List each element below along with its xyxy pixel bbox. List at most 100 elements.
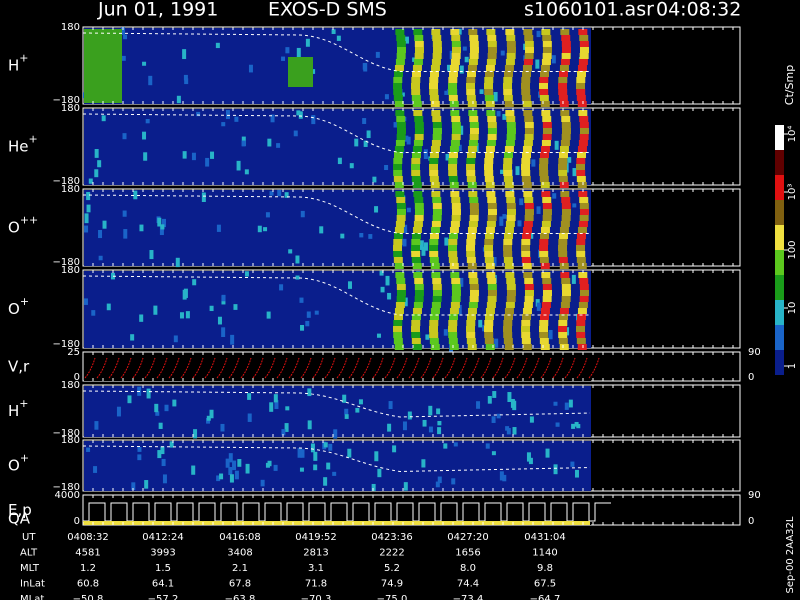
velocity-trace	[492, 357, 504, 379]
cell	[153, 305, 158, 315]
cell	[449, 263, 459, 269]
cell	[209, 305, 214, 312]
cell	[404, 36, 409, 44]
cell	[561, 134, 571, 140]
cell	[311, 115, 316, 125]
file: s1060101.asr	[524, 0, 654, 21]
cell	[466, 251, 476, 257]
cell	[276, 143, 281, 148]
cell	[448, 71, 458, 77]
cell	[469, 122, 479, 128]
cell	[521, 326, 531, 332]
cell	[468, 140, 478, 146]
cell	[567, 157, 572, 163]
cell	[467, 344, 477, 350]
cell	[160, 224, 165, 230]
cell	[93, 466, 98, 473]
cell	[137, 454, 142, 461]
cell	[577, 101, 587, 107]
ion-name: O	[8, 300, 20, 318]
cell	[558, 326, 568, 332]
ion-name: O	[8, 456, 20, 474]
cell	[503, 251, 513, 257]
panel-label: O+	[8, 295, 29, 318]
colorbar-label: 1	[787, 363, 798, 369]
cell	[539, 239, 549, 245]
cell	[307, 388, 312, 397]
velocity-trace	[588, 357, 600, 379]
cell	[506, 128, 516, 134]
cell	[305, 320, 310, 327]
cell	[355, 407, 360, 413]
cell	[388, 401, 393, 409]
cell	[576, 152, 586, 158]
cell-value: −50.8	[73, 594, 104, 600]
cell	[443, 329, 448, 336]
cell	[411, 164, 421, 170]
row-name: MLat	[20, 594, 44, 600]
cell	[523, 191, 533, 197]
cell	[94, 149, 99, 158]
cell	[411, 83, 421, 89]
panel: O+180−180	[8, 435, 741, 493]
cell	[541, 110, 551, 116]
cell	[503, 176, 513, 182]
cell	[466, 95, 476, 101]
cell	[414, 284, 424, 290]
cell	[449, 182, 459, 188]
cell	[451, 53, 461, 59]
cell	[429, 320, 439, 326]
velocity-trace	[192, 357, 204, 379]
cell	[576, 170, 586, 176]
cell	[257, 225, 262, 233]
cell-value: 3408	[227, 548, 252, 559]
cell	[469, 284, 479, 290]
row-name: MLT	[20, 563, 40, 574]
cell	[521, 158, 531, 164]
cell	[413, 59, 423, 65]
cell	[448, 320, 458, 326]
cell	[559, 101, 569, 107]
cell	[448, 239, 458, 245]
cell	[539, 233, 549, 239]
cell	[429, 152, 439, 158]
cell	[216, 224, 221, 232]
cell	[464, 56, 469, 63]
cell	[236, 160, 241, 171]
panel-label: O++	[8, 214, 38, 237]
cell	[539, 164, 549, 170]
cell	[561, 53, 571, 59]
cell	[448, 338, 458, 344]
cell	[540, 308, 550, 314]
cell	[468, 29, 478, 35]
cell	[448, 89, 458, 95]
panel: O++ 180 −180	[8, 184, 741, 269]
cell	[414, 296, 424, 302]
cell	[396, 41, 406, 47]
tick-label: 180	[61, 103, 80, 114]
cell	[521, 338, 531, 344]
cell	[535, 59, 540, 69]
cell	[411, 89, 421, 95]
cell	[561, 197, 571, 203]
cell	[342, 394, 347, 403]
cell	[241, 140, 246, 147]
cell	[393, 332, 403, 338]
cell	[406, 207, 411, 213]
cell	[487, 128, 497, 134]
cell	[205, 157, 210, 167]
cell	[503, 257, 513, 263]
cell	[531, 159, 536, 167]
cell	[234, 116, 239, 122]
cell	[307, 420, 312, 430]
cell	[502, 214, 507, 219]
cell	[429, 170, 439, 176]
cell	[539, 95, 549, 101]
cell	[411, 332, 421, 338]
cell	[225, 110, 230, 120]
cell	[429, 158, 439, 164]
cell	[539, 314, 549, 320]
cell	[485, 182, 495, 188]
cell	[412, 308, 422, 314]
cell	[159, 225, 164, 236]
